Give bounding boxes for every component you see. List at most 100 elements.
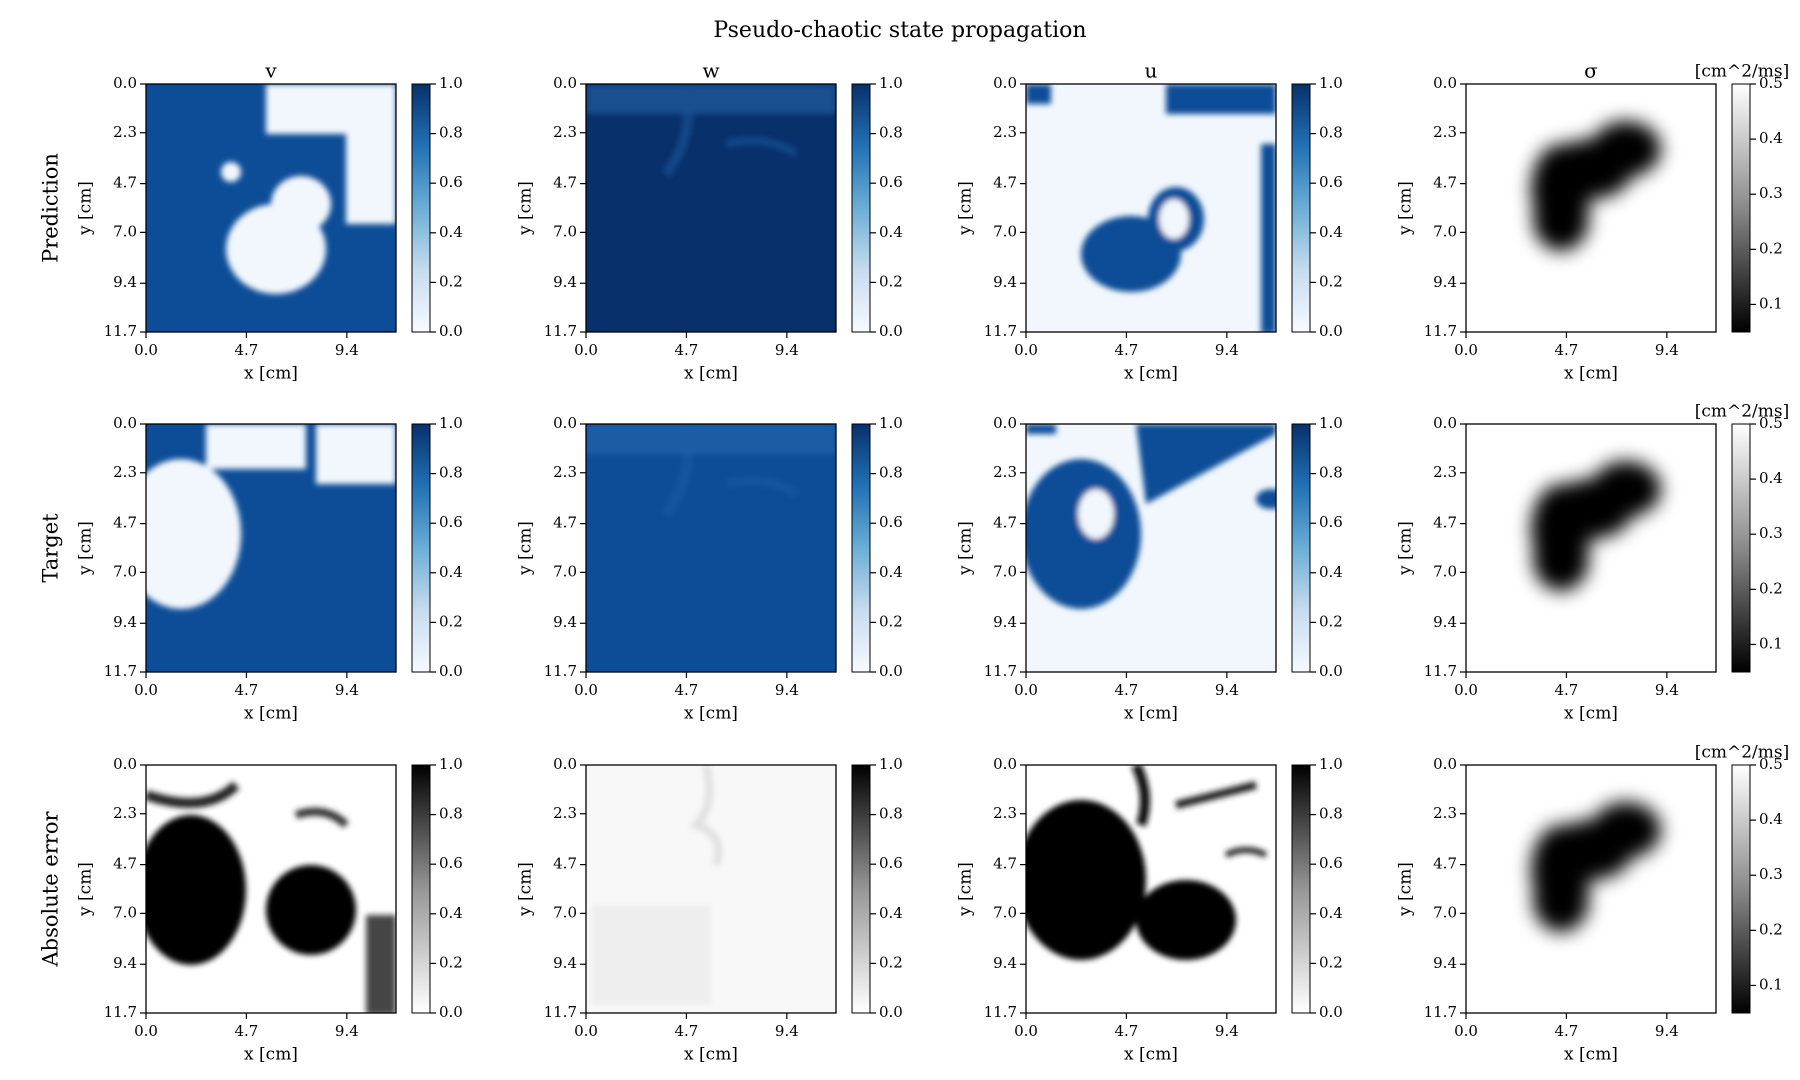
y-tick-label: 7.0 bbox=[553, 903, 577, 921]
heatmap-image bbox=[146, 765, 396, 1013]
sigma-background bbox=[1466, 424, 1716, 672]
axes-frame bbox=[145, 764, 397, 1014]
y-tick-label: 11.7 bbox=[1424, 1003, 1457, 1021]
colorbar-tick-label: 0.2 bbox=[439, 612, 463, 630]
colorbar-unit-label: [cm^2/ms] bbox=[1695, 62, 1790, 82]
colorbar-tick-label: 1.0 bbox=[1319, 414, 1343, 432]
x-tick-label: 9.4 bbox=[775, 1022, 799, 1040]
colorbar-tick-label: 0.6 bbox=[439, 854, 463, 872]
colorbar-unit-label: [cm^2/ms] bbox=[1695, 743, 1790, 763]
y-tick-label: 4.7 bbox=[113, 174, 137, 192]
colorbar-tick-label: 0.4 bbox=[1319, 223, 1343, 241]
colorbar bbox=[1731, 764, 1751, 1014]
x-tick-label: 0.0 bbox=[134, 681, 158, 699]
heatmap-image bbox=[1466, 765, 1716, 1013]
y-tick-label: 11.7 bbox=[104, 662, 137, 680]
row-title: Absolute error bbox=[39, 811, 63, 968]
colorbar bbox=[1731, 83, 1751, 333]
y-axis-label: y [cm] bbox=[76, 862, 96, 917]
y-tick-label: 0.0 bbox=[553, 74, 577, 92]
colorbar-tick-label: 1.0 bbox=[1319, 755, 1343, 773]
x-tick-label: 4.7 bbox=[1114, 1022, 1138, 1040]
x-tick-label: 4.7 bbox=[674, 1022, 698, 1040]
panel-prediction-0: 0.0 4.7 9.4 0.0 2.3 4.7 7.0 9.4 11.7 x [cm] y [cm]… bbox=[76, 74, 463, 384]
v-structures bbox=[146, 424, 396, 609]
colorbar-tick-label: 0.6 bbox=[879, 854, 903, 872]
y-tick-label: 2.3 bbox=[1433, 463, 1457, 481]
colorbar-tick-label: 0.2 bbox=[439, 953, 463, 971]
u-structures bbox=[1026, 84, 1276, 332]
x-tick-label: 9.4 bbox=[775, 341, 799, 359]
x-axis-label: x [cm] bbox=[1564, 1045, 1618, 1065]
y-tick-label: 2.3 bbox=[113, 123, 137, 141]
heatmap-image bbox=[1026, 765, 1276, 1013]
colorbar-tick-label: 0.0 bbox=[439, 322, 463, 340]
x-tick-label: 4.7 bbox=[234, 681, 258, 699]
y-tick-label: 4.7 bbox=[1433, 514, 1457, 532]
x-tick-label: 4.7 bbox=[1554, 681, 1578, 699]
x-tick-label: 0.0 bbox=[1014, 681, 1038, 699]
x-axis-label: x [cm] bbox=[1564, 364, 1618, 384]
x-axis-label: x [cm] bbox=[1124, 364, 1178, 384]
y-tick-label: 7.0 bbox=[1433, 903, 1457, 921]
axes-frame bbox=[1465, 764, 1717, 1014]
y-tick-label: 0.0 bbox=[553, 755, 577, 773]
y-tick-label: 4.7 bbox=[1433, 855, 1457, 873]
colorbar-tick-label: 0.2 bbox=[1319, 953, 1343, 971]
x-tick-label: 0.0 bbox=[574, 681, 598, 699]
panel-target-3: 0.0 4.7 9.4 0.0 2.3 4.7 7.0 9.4 11.7 x [cm] y [cm]… bbox=[1396, 402, 1790, 724]
colorbar-tick-label: 0.0 bbox=[879, 662, 903, 680]
colorbar-tick-label: 0.4 bbox=[1319, 563, 1343, 581]
y-axis-label: y [cm] bbox=[956, 181, 976, 236]
y-tick-label: 9.4 bbox=[993, 954, 1017, 972]
heatmap-image bbox=[586, 84, 836, 332]
y-tick-label: 0.0 bbox=[993, 755, 1017, 773]
colorbar-tick-label: 0.0 bbox=[1319, 662, 1343, 680]
colorbar-tick-label: 0.4 bbox=[1759, 810, 1783, 828]
y-tick-label: 2.3 bbox=[993, 123, 1017, 141]
x-tick-label: 4.7 bbox=[1554, 1022, 1578, 1040]
colorbar-tick-label: 0.0 bbox=[879, 1003, 903, 1021]
y-tick-label: 4.7 bbox=[553, 855, 577, 873]
y-tick-label: 4.7 bbox=[1433, 174, 1457, 192]
column-title: σ bbox=[1584, 59, 1598, 83]
x-tick-label: 9.4 bbox=[335, 681, 359, 699]
colorbar-tick-label: 0.2 bbox=[1319, 612, 1343, 630]
heatmap-image bbox=[1466, 424, 1716, 672]
axes-frame bbox=[585, 83, 837, 333]
y-tick-label: 7.0 bbox=[113, 903, 137, 921]
panel-target-0: 0.0 4.7 9.4 0.0 2.3 4.7 7.0 9.4 11.7 x [cm] y [cm]… bbox=[76, 414, 463, 724]
y-tick-label: 11.7 bbox=[544, 322, 577, 340]
x-tick-label: 4.7 bbox=[234, 341, 258, 359]
x-tick-label: 4.7 bbox=[1114, 681, 1138, 699]
y-tick-label: 9.4 bbox=[113, 273, 137, 291]
x-axis-label: x [cm] bbox=[1124, 704, 1178, 724]
axes-frame bbox=[585, 764, 837, 1014]
colorbar bbox=[1291, 764, 1311, 1014]
error-texture bbox=[591, 765, 723, 1005]
colorbar-tick-label: 0.6 bbox=[439, 173, 463, 191]
colorbar bbox=[411, 83, 431, 333]
colorbar bbox=[411, 764, 431, 1014]
sigma-low-region bbox=[1531, 802, 1661, 932]
y-tick-label: 4.7 bbox=[993, 855, 1017, 873]
sigma-background bbox=[1466, 765, 1716, 1013]
colorbar-tick-label: 0.8 bbox=[879, 805, 903, 823]
colorbar bbox=[851, 423, 871, 673]
y-tick-label: 4.7 bbox=[553, 174, 577, 192]
w-structures bbox=[586, 424, 836, 517]
x-tick-label: 9.4 bbox=[1215, 341, 1239, 359]
x-tick-label: 9.4 bbox=[1655, 681, 1679, 699]
column-title: w bbox=[702, 59, 719, 83]
panel-target-2: 0.0 4.7 9.4 0.0 2.3 4.7 7.0 9.4 11.7 x [cm] y [cm]… bbox=[956, 414, 1343, 724]
y-tick-label: 0.0 bbox=[553, 414, 577, 432]
y-tick-label: 7.0 bbox=[993, 562, 1017, 580]
colorbar bbox=[1731, 423, 1751, 673]
y-tick-label: 4.7 bbox=[113, 514, 137, 532]
axes-frame bbox=[145, 83, 397, 333]
x-tick-label: 9.4 bbox=[1655, 341, 1679, 359]
colorbar-tick-label: 0.4 bbox=[879, 904, 903, 922]
y-axis-label: y [cm] bbox=[516, 521, 536, 576]
x-tick-label: 4.7 bbox=[234, 1022, 258, 1040]
colorbar-tick-label: 0.2 bbox=[879, 953, 903, 971]
